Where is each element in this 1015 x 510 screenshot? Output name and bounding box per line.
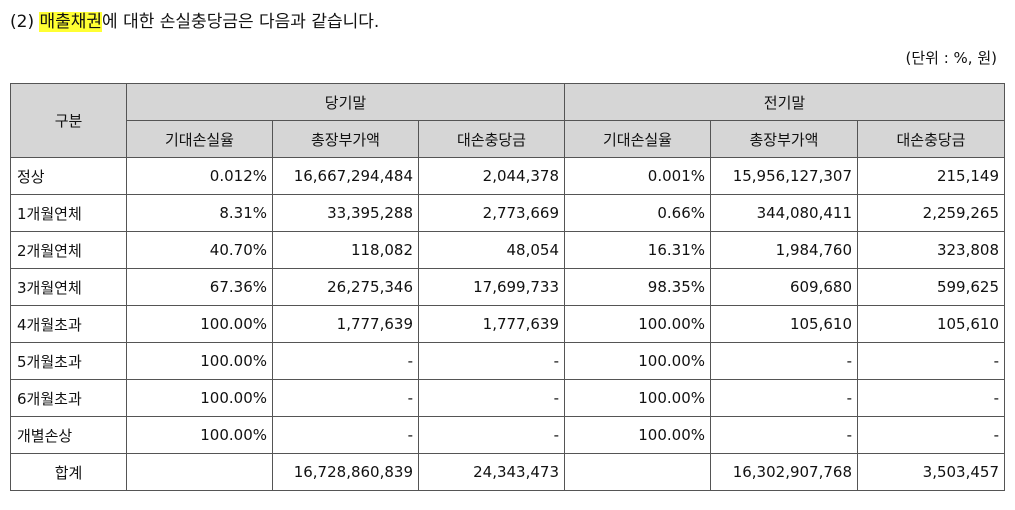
- col-group-header: 구분: [10, 83, 127, 158]
- table-cell: 8.31%: [126, 194, 273, 232]
- table-cell: 100.00%: [564, 305, 711, 343]
- row-label: 합계: [10, 453, 127, 491]
- table-row: 정상 0.012% 16,667,294,484 2,044,378 0.001% 15,…: [10, 157, 1005, 195]
- table-row: 5개월초과 100.00% - -100.00% - -: [10, 342, 1005, 380]
- table-cell: 100.00%: [564, 342, 711, 380]
- table-cell: 16.31%: [564, 231, 711, 269]
- row-label: 4개월초과: [10, 305, 127, 343]
- row-label: 정상: [10, 157, 127, 195]
- table-cell: 100.00%: [126, 416, 273, 454]
- table-cell: 1,777,639: [418, 305, 565, 343]
- header-row-periods: 구분 당기말 전기말: [10, 83, 1005, 158]
- table-cell: 105,610: [857, 305, 1005, 343]
- table-cell: 2,773,669: [418, 194, 565, 232]
- table-row: 4개월초과 100.00% 1,777,639 1,777,639 100.00% 105…: [10, 305, 1005, 343]
- table-cell: 100.00%: [126, 305, 273, 343]
- sub-header: 총장부가액: [272, 120, 419, 158]
- table-cell: 105,610: [710, 305, 858, 343]
- table-cell: -: [710, 342, 858, 380]
- table-cell: -: [857, 416, 1005, 454]
- sub-header: 대손충당금: [857, 120, 1005, 158]
- table-cell: 40.70%: [126, 231, 273, 269]
- table-cell: 215,149: [857, 157, 1005, 195]
- table-cell: [564, 453, 711, 491]
- sub-header: 대손충당금: [418, 120, 565, 158]
- loss-allowance-table: 구분 당기말 전기말 기대손실율 총장부가액 대손충당금 기대손실율 총장부가액…: [10, 83, 1005, 491]
- table-cell: -: [857, 379, 1005, 417]
- unit-note: (단위 : %, 원): [905, 49, 997, 67]
- period-prior-header: 전기말: [564, 83, 1005, 121]
- table-cell: 17,699,733: [418, 268, 565, 306]
- table-cell: [126, 453, 273, 491]
- table-cell: 118,082: [272, 231, 419, 269]
- table-cell: -: [710, 379, 858, 417]
- table-cell: -: [418, 416, 565, 454]
- table-cell: 100.00%: [126, 379, 273, 417]
- table-row: 2개월연체 40.70% 118,082 48,054 16.31% 1,984,760 3…: [10, 231, 1005, 269]
- table-cell: 15,956,127,307: [710, 157, 858, 195]
- table-cell: 16,302,907,768: [710, 453, 858, 491]
- table-cell: -: [418, 342, 565, 380]
- table-cell: 323,808: [857, 231, 1005, 269]
- table-body: 정상 0.012% 16,667,294,484 2,044,378 0.001% 15,…: [10, 157, 1005, 491]
- row-label: 2개월연체: [10, 231, 127, 269]
- table-cell: 26,275,346: [272, 268, 419, 306]
- heading-highlight: 매출채권: [39, 12, 103, 32]
- row-label: 5개월초과: [10, 342, 127, 380]
- table-cell: 48,054: [418, 231, 565, 269]
- row-label: 개별손상: [10, 416, 127, 454]
- table-cell: 0.012%: [126, 157, 273, 195]
- table-cell: 67.36%: [126, 268, 273, 306]
- period-current-header: 당기말: [126, 83, 565, 121]
- row-label: 1개월연체: [10, 194, 127, 232]
- table-cell: 100.00%: [564, 416, 711, 454]
- section-heading: (2) 매출채권에 대한 손실충당금은 다음과 같습니다.: [10, 10, 379, 34]
- table-row: 1개월연체 8.31% 33,395,288 2,773,669 0.66% 344,08…: [10, 194, 1005, 232]
- row-label: 3개월연체: [10, 268, 127, 306]
- table-cell: 16,728,860,839: [272, 453, 419, 491]
- table-cell: 16,667,294,484: [272, 157, 419, 195]
- table-cell: 98.35%: [564, 268, 711, 306]
- table-row: 개별손상 100.00% - -100.00% - -: [10, 416, 1005, 454]
- table-cell: -: [710, 416, 858, 454]
- table-cell: 100.00%: [126, 342, 273, 380]
- table-cell: 599,625: [857, 268, 1005, 306]
- table-cell: 609,680: [710, 268, 858, 306]
- row-label: 6개월초과: [10, 379, 127, 417]
- heading-rest: 에 대한 손실충당금은 다음과 같습니다.: [102, 12, 380, 32]
- sub-header: 기대손실율: [126, 120, 273, 158]
- table-cell: 1,777,639: [272, 305, 419, 343]
- table-cell: -: [272, 342, 419, 380]
- table-row: 3개월연체 67.36% 26,275,346 17,699,733 98.35% 609…: [10, 268, 1005, 306]
- sub-header: 기대손실율: [564, 120, 711, 158]
- header-row-columns: 기대손실율 총장부가액 대손충당금 기대손실율 총장부가액 대손충당금: [11, 120, 1005, 158]
- table-cell: -: [857, 342, 1005, 380]
- table-cell: 33,395,288: [272, 194, 419, 232]
- table-cell: 100.00%: [564, 379, 711, 417]
- table-row: 6개월초과 100.00% - -100.00% - -: [10, 379, 1005, 417]
- table-cell: 344,080,411: [710, 194, 858, 232]
- sub-header: 총장부가액: [710, 120, 858, 158]
- table-cell: 3,503,457: [857, 453, 1005, 491]
- table-cell: 0.66%: [564, 194, 711, 232]
- table-cell: -: [418, 379, 565, 417]
- table-cell: 1,984,760: [710, 231, 858, 269]
- table-cell: 2,044,378: [418, 157, 565, 195]
- table-cell: -: [272, 379, 419, 417]
- table-cell: 24,343,473: [418, 453, 565, 491]
- table-row: 합계 16,728,860,839 24,343,473 16,302,907,768…: [10, 453, 1005, 491]
- table-cell: 0.001%: [564, 157, 711, 195]
- table-cell: -: [272, 416, 419, 454]
- table-cell: 2,259,265: [857, 194, 1005, 232]
- heading-prefix: (2): [10, 12, 40, 32]
